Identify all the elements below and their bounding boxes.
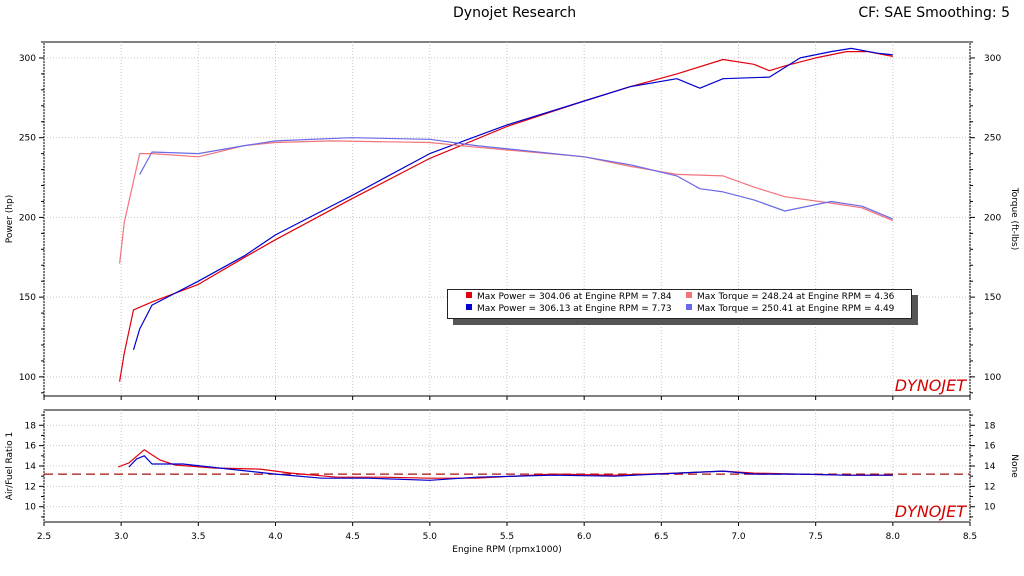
legend-label: Max Torque = 248.24 at Engine RPM = 4.36 [697,292,895,302]
y2-axis-label: None [1009,454,1019,478]
x-axis-label: Engine RPM (rpmx1000) [452,545,561,555]
y-tick-label: 150 [19,293,36,303]
y-tick-label: 10 [25,503,37,513]
y2-tick-label: 250 [984,134,1001,144]
legend-label: Max Power = 304.06 at Engine RPM = 7.84 [477,292,672,302]
x-tick-label: 5.0 [423,532,438,542]
legend-label: Max Power = 306.13 at Engine RPM = 7.73 [477,304,672,314]
y-tick-label: 14 [25,462,37,472]
x-tick-label: 3.5 [191,532,205,542]
chart-title: Dynojet Research [453,5,577,21]
x-tick-label: 8.5 [963,532,977,542]
series-line [132,47,893,350]
y2-tick-label: 12 [984,482,995,492]
series-line [117,449,893,479]
x-tick-label: 7.5 [809,532,823,542]
series-line [119,140,894,264]
y-axis-label: Air/Fuel Ratio 1 [5,432,15,500]
y2-tick-label: 14 [984,462,996,472]
legend-item-power-run1: Max Power = 304.06 at Engine RPM = 7.84 [466,292,672,304]
legend-item-torque-run1: Max Torque = 248.24 at Engine RPM = 4.36 [686,292,894,304]
correction-factor-label: CF: SAE Smoothing: 5 [858,5,1010,21]
dynojet-logo: DYNOJET [895,376,967,395]
x-tick-label: 2.5 [37,532,51,542]
y-tick-label: 12 [25,482,36,492]
y-tick-label: 300 [19,54,36,64]
series-line [128,455,893,481]
y-tick-label: 18 [25,421,37,431]
y-tick-label: 100 [19,373,36,383]
y2-tick-label: 100 [984,373,1001,383]
legend-swatch [466,292,472,298]
y2-tick-label: 10 [984,503,996,513]
legend-label: Max Torque = 250.41 at Engine RPM = 4.49 [697,304,895,314]
legend-swatch [686,292,692,298]
chart-legend: Max Power = 304.06 at Engine RPM = 7.84 … [447,289,912,319]
y2-tick-label: 200 [984,213,1001,223]
y-tick-label: 250 [19,134,36,144]
y-axis-label: Power (hp) [5,195,15,244]
x-tick-label: 7.0 [731,532,746,542]
y2-tick-label: 18 [984,421,996,431]
legend-item-power-run2: Max Power = 306.13 at Engine RPM = 7.73 [466,304,672,316]
legend-swatch [686,304,692,310]
legend-swatch [466,304,472,310]
y-tick-label: 16 [25,442,37,452]
x-tick-label: 6.5 [654,532,668,542]
y2-tick-label: 16 [984,442,996,452]
legend-item-torque-run2: Max Torque = 250.41 at Engine RPM = 4.49 [686,304,894,316]
x-tick-label: 4.5 [346,532,360,542]
x-tick-label: 8.0 [886,532,901,542]
x-tick-label: 3.0 [114,532,129,542]
x-tick-label: 5.5 [500,532,514,542]
x-tick-label: 6.0 [577,532,592,542]
x-tick-label: 4.0 [268,532,283,542]
series-line [139,137,894,220]
y2-tick-label: 300 [984,54,1001,64]
y2-tick-label: 150 [984,293,1001,303]
y-tick-label: 200 [19,213,36,223]
dynojet-logo: DYNOJET [895,502,967,521]
y2-axis-label: Torque (ft-lbs) [1009,187,1019,251]
